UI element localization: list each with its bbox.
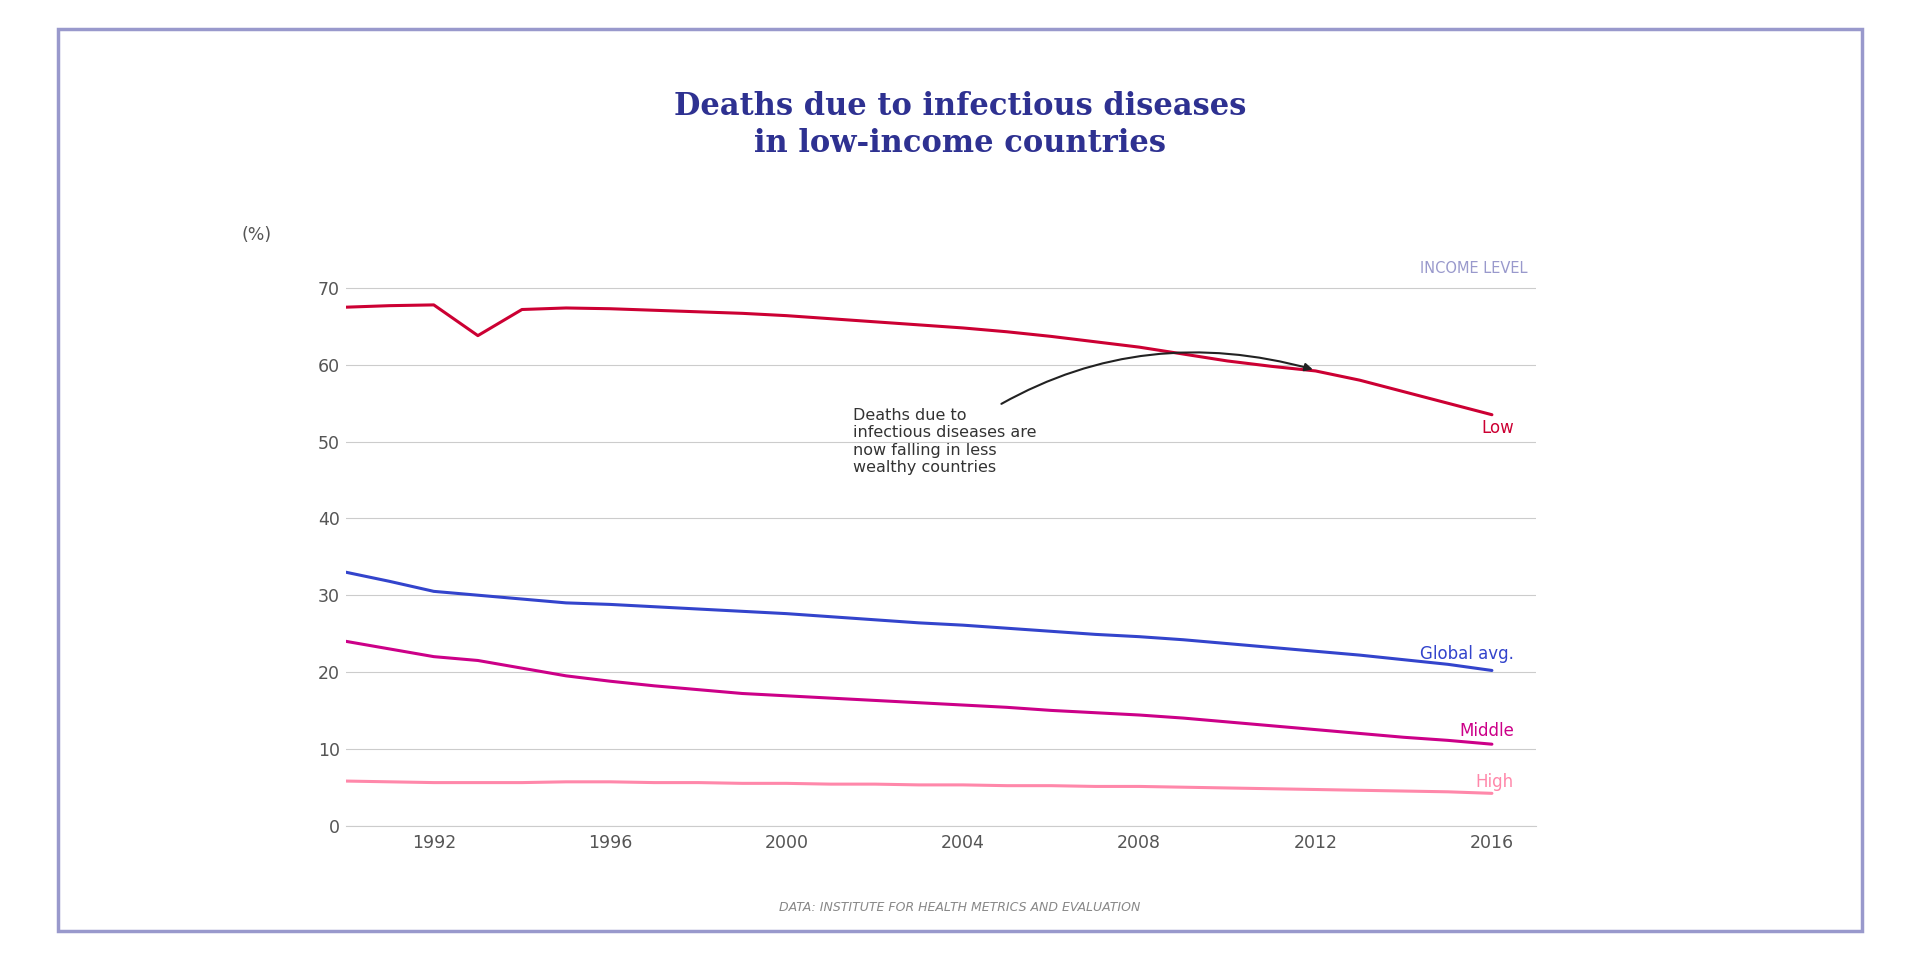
Text: Deaths due to
infectious diseases are
now falling in less
wealthy countries: Deaths due to infectious diseases are no…: [852, 352, 1311, 475]
Text: INCOME LEVEL: INCOME LEVEL: [1419, 261, 1526, 276]
Text: Global avg.: Global avg.: [1421, 645, 1515, 662]
Text: (%): (%): [242, 226, 271, 244]
Text: Middle: Middle: [1459, 722, 1515, 740]
Text: Deaths due to infectious diseases
in low-income countries: Deaths due to infectious diseases in low…: [674, 91, 1246, 158]
FancyBboxPatch shape: [58, 29, 1862, 931]
Text: Low: Low: [1480, 419, 1515, 437]
Text: High: High: [1476, 773, 1515, 791]
Text: DATA: INSTITUTE FOR HEALTH METRICS AND EVALUATION: DATA: INSTITUTE FOR HEALTH METRICS AND E…: [780, 900, 1140, 914]
